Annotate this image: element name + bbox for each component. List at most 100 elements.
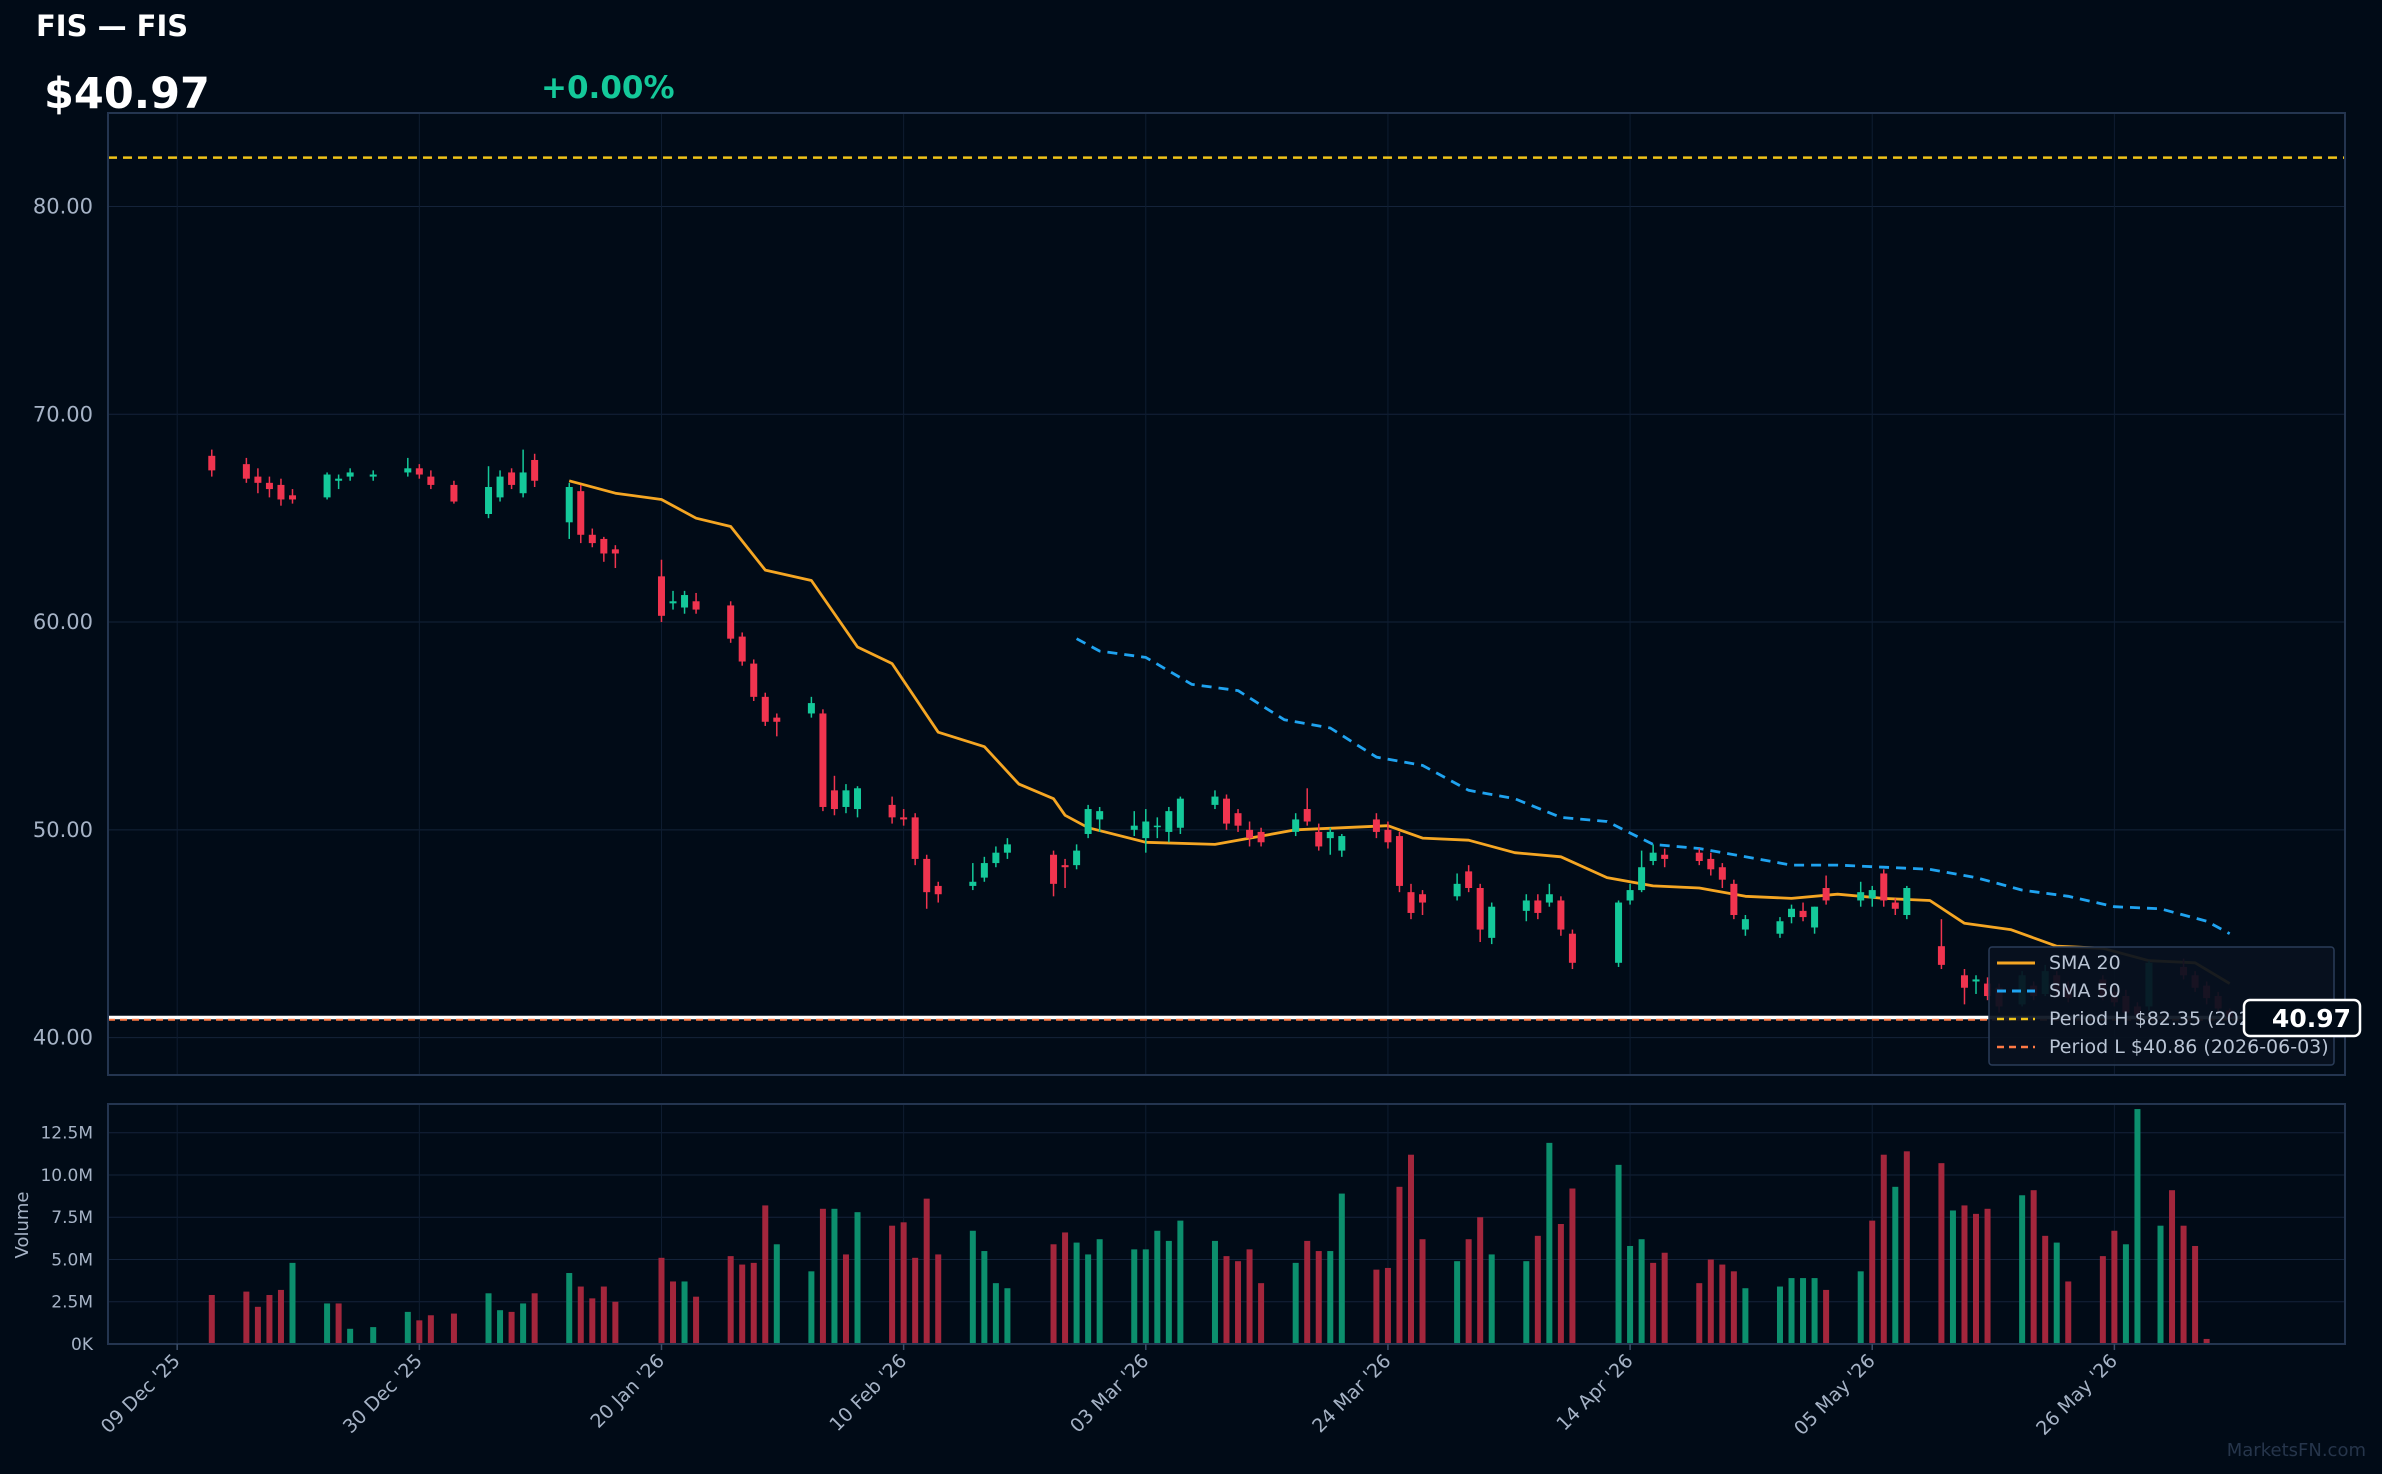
candle-body: [1626, 890, 1634, 901]
candlestick: [1557, 896, 1565, 936]
candlestick: [1811, 906, 1819, 934]
candle-body: [1615, 902, 1623, 963]
candle-body: [727, 605, 735, 639]
volume-bar: [2157, 1225, 2164, 1344]
volume-bar: [1373, 1269, 1380, 1344]
volume-bar: [1304, 1240, 1311, 1344]
volume-panel-frame: [107, 1103, 2346, 1345]
volume-bar: [1857, 1271, 1864, 1344]
volume-bar: [2030, 1190, 2037, 1344]
volume-bar: [808, 1271, 815, 1344]
candlestick: [496, 470, 504, 502]
chart-title: FIS — FIS: [36, 9, 188, 43]
candle-body: [1315, 831, 1323, 847]
volume-bar: [531, 1293, 538, 1344]
candlestick: [1315, 823, 1323, 851]
candlestick: [1003, 838, 1011, 859]
candlestick: [1868, 885, 1876, 907]
last-price-tag-box: [2242, 998, 2362, 1038]
price-tick-label: 80.00: [33, 194, 93, 218]
candle-body: [1084, 809, 1092, 834]
candlestick: [1661, 848, 1669, 868]
volume-bar: [1407, 1154, 1414, 1344]
candlestick: [992, 846, 1000, 868]
volume-bar: [923, 1198, 930, 1344]
volume-bar: [1315, 1251, 1322, 1344]
candle-body: [1372, 819, 1380, 832]
volume-bar: [1776, 1286, 1783, 1344]
volume-bar: [324, 1303, 331, 1344]
candlestick: [565, 482, 573, 539]
volume-bar: [1131, 1249, 1138, 1344]
volume-bar: [912, 1257, 919, 1344]
volume-bar: [1338, 1193, 1345, 1344]
candle-body: [750, 663, 758, 697]
candle-body: [531, 459, 539, 481]
candlestick: [807, 696, 815, 718]
candlestick: [888, 796, 896, 824]
candlestick: [1822, 875, 1830, 905]
candle-body: [669, 601, 677, 604]
volume-bar: [1246, 1249, 1253, 1344]
candlestick: [1419, 890, 1427, 916]
candlestick: [1153, 817, 1161, 839]
candlestick: [323, 472, 331, 500]
candlestick: [577, 484, 585, 544]
volume-axis-label: Volume: [12, 1192, 33, 1259]
candle-body: [969, 881, 977, 886]
candle-body: [992, 852, 1000, 864]
candle-body: [900, 817, 908, 820]
candle-body: [657, 576, 665, 616]
candlestick: [369, 470, 377, 481]
candle-body: [773, 717, 781, 722]
candlestick: [519, 449, 527, 498]
candle-body: [1292, 819, 1300, 832]
volume-bar: [1004, 1288, 1011, 1344]
volume-bar: [612, 1301, 619, 1344]
candlestick: [761, 692, 769, 726]
candlestick: [1568, 929, 1576, 970]
candlestick: [1326, 827, 1334, 855]
candlestick: [600, 536, 608, 562]
candle-body: [1557, 900, 1565, 930]
candle-body: [1522, 900, 1530, 911]
reference-lines: [108, 156, 2345, 1021]
candlestick: [1246, 821, 1254, 847]
volume-bar: [1730, 1271, 1737, 1344]
candlestick: [1534, 894, 1542, 920]
candlesticks: [208, 449, 2234, 1019]
candlestick: [1384, 821, 1392, 849]
volume-tick-label: 0K: [71, 1335, 94, 1355]
volume-bar: [1488, 1254, 1495, 1344]
candlestick: [427, 470, 435, 490]
candle-body: [427, 476, 435, 485]
volume-bar: [404, 1311, 411, 1344]
volume-bar: [1384, 1267, 1391, 1344]
legend-label-sma50: SMA 50: [2049, 980, 2121, 1002]
volume-bar: [900, 1222, 907, 1344]
volume-bar: [243, 1291, 250, 1344]
candlestick: [611, 545, 619, 569]
candlestick: [1407, 883, 1415, 920]
candle-body: [1903, 888, 1911, 916]
candlestick: [1707, 852, 1715, 876]
candlestick: [508, 468, 516, 490]
volume-bar: [1062, 1232, 1069, 1344]
candle-body: [888, 804, 896, 818]
volume-bar: [1742, 1288, 1749, 1344]
volume-axis: 0K 2.5M 5.0M 7.5M 10.0M 12.5M: [40, 1124, 93, 1355]
candlestick: [830, 775, 838, 816]
volume-bar: [1707, 1259, 1714, 1344]
volume-bar: [450, 1313, 457, 1344]
volume-bar: [750, 1262, 757, 1344]
sma-lines: [568, 479, 2231, 985]
candlestick: [969, 863, 977, 891]
price-tick-label: 70.00: [33, 402, 93, 426]
candlestick: [1050, 850, 1058, 897]
volume-bar: [1949, 1210, 1956, 1344]
volume-bar: [1638, 1239, 1645, 1344]
volume-bar: [566, 1273, 573, 1344]
candle-body: [1465, 871, 1473, 889]
volume-bar: [208, 1294, 215, 1344]
